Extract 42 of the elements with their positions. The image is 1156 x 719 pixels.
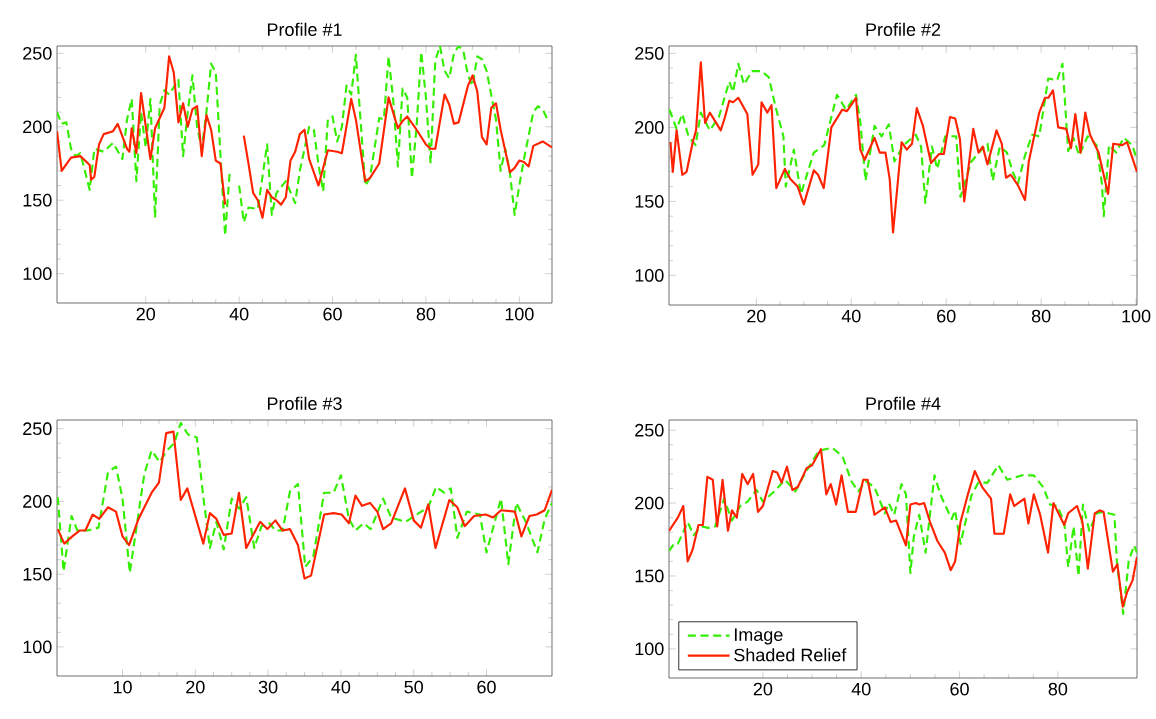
x-tick-label: 10 [113,680,132,694]
x-tick-label: 80 [1048,682,1068,696]
x-tick-label: 50 [404,680,423,694]
y-tick-label: 250 [23,422,52,436]
y-tick-label: 250 [23,46,52,60]
x-tick-label: 30 [258,680,278,694]
x-tick-label: 60 [477,680,496,694]
y-tick-label: 150 [635,569,664,583]
x-tick-label: 20 [747,309,766,323]
x-tick-label: 60 [937,309,956,323]
chart-title: Profile #3 [267,396,342,410]
legend-label: Image [734,628,783,645]
x-tick-label: 20 [186,680,205,694]
chart-title: Profile #2 [866,22,941,36]
y-tick-label: 250 [635,423,664,437]
y-tick-label: 100 [23,267,52,280]
x-tick-label: 40 [851,682,871,696]
x-tick-label: 40 [841,309,861,323]
x-tick-label: 80 [416,307,436,321]
y-tick-label: 200 [23,495,52,508]
chart-title: Profile #1 [267,22,342,36]
y-tick-label: 200 [635,496,664,510]
x-tick-label: 100 [1122,309,1151,323]
y-tick-label: 250 [635,47,664,60]
x-tick-label: 60 [323,307,342,321]
y-tick-label: 100 [635,269,664,282]
x-tick-label: 80 [1031,309,1051,323]
chart-title: Profile #4 [866,396,941,410]
y-tick-label: 150 [23,193,52,207]
y-tick-label: 100 [23,640,52,654]
y-tick-label: 100 [635,642,664,656]
y-tick-label: 150 [635,195,664,208]
x-tick-label: 40 [331,680,351,694]
x-tick-label: 40 [229,307,249,321]
x-tick-label: 60 [950,682,969,696]
y-tick-label: 150 [23,567,52,581]
y-tick-label: 200 [23,120,52,134]
x-tick-label: 20 [136,307,156,321]
x-tick-label: 100 [505,307,534,321]
legend-label: Shaded Relief [734,648,847,662]
y-tick-label: 200 [635,121,664,134]
x-tick-label: 20 [753,682,773,696]
